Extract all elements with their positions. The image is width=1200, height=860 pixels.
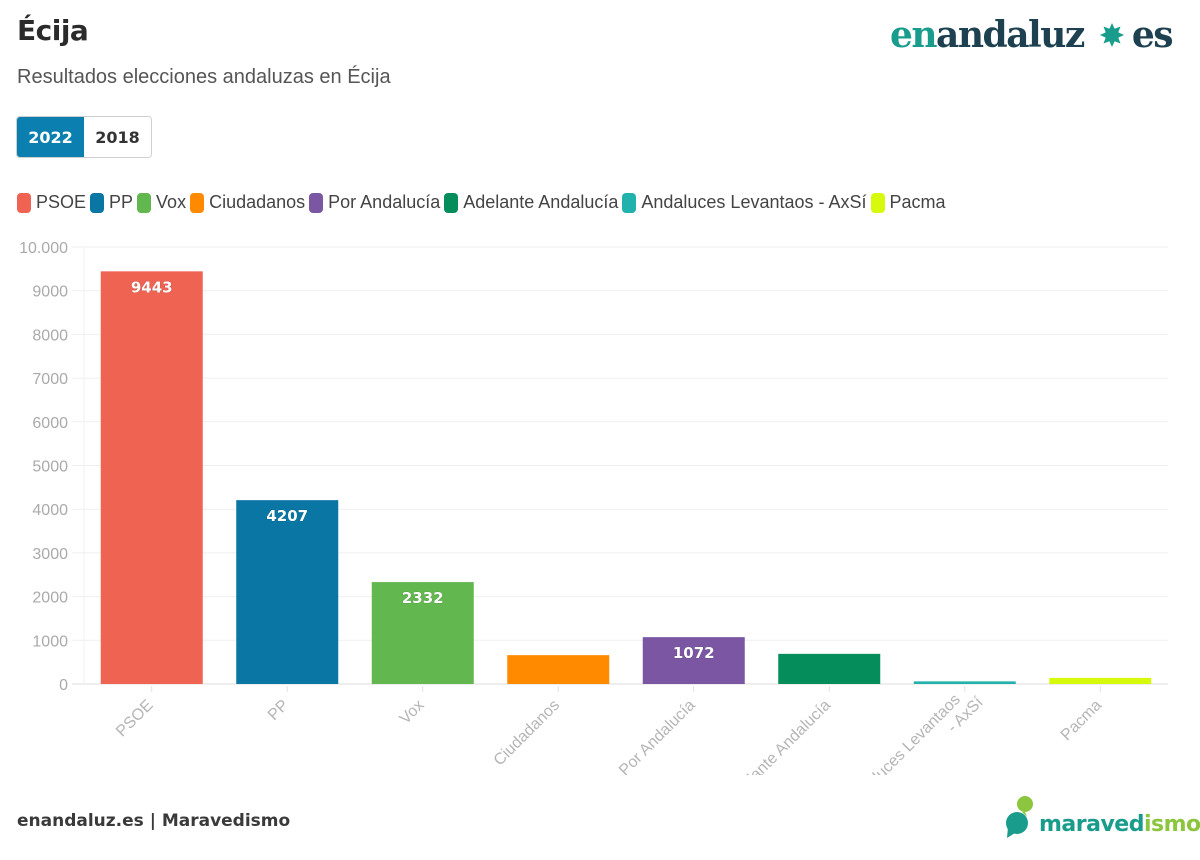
year-tabs: 2022 2018 [16, 116, 152, 158]
bar-psoe [100, 271, 203, 684]
legend-label: PP [109, 192, 134, 212]
x-tick-label: PP [265, 697, 292, 724]
legend-swatch [622, 192, 637, 213]
legend-swatch [90, 192, 105, 213]
legend-item[interactable]: Ciudadanos [190, 192, 305, 213]
y-tick-label: 1000 [32, 633, 68, 650]
speech-bubble-icon [1006, 796, 1033, 838]
y-tick-label: 0 [59, 677, 68, 694]
tab-2018[interactable]: 2018 [84, 117, 151, 157]
bar-adelante-andaluc-a [778, 653, 881, 684]
legend-item[interactable]: Vox [137, 192, 186, 213]
data-label: 1072 [673, 644, 715, 662]
y-tick-label: 5000 [32, 459, 68, 476]
x-tick-label-line: Andaluces Levantaos [844, 691, 964, 775]
x-tick-label: Ciudadanos [491, 697, 563, 769]
bar-ciudadanos [507, 655, 610, 684]
bar-andaluces-levantaos-axs- [913, 681, 1016, 684]
chart-legend: PSOE PP Vox Ciudadanos Por Andalucía Adelante… [17, 192, 950, 213]
x-tick-label: Vox [397, 697, 428, 728]
legend-item[interactable]: Andaluces Levantaos - AxSí [622, 192, 867, 213]
legend-item[interactable]: PSOE [17, 192, 86, 213]
legend-swatch [190, 192, 205, 213]
legend-label: Por Andalucía [328, 192, 441, 212]
legend-label: Ciudadanos [209, 192, 306, 212]
legend-label: Vox [156, 192, 187, 212]
y-tick-label: 9000 [32, 284, 68, 301]
legend-swatch [309, 192, 324, 213]
brand-part-andaluz: andaluz [936, 14, 1085, 56]
x-tick-label: Pacma [1058, 697, 1105, 744]
y-tick-label: 4000 [32, 502, 68, 519]
y-tick-label: 8000 [32, 327, 68, 344]
legend-item[interactable]: Pacma [870, 192, 946, 213]
x-tick-label: Por Andalucía [616, 697, 699, 775]
legend-swatch [444, 192, 459, 213]
legend-swatch [870, 192, 885, 213]
star-badge-icon [1099, 23, 1124, 47]
legend-label: Pacma [889, 192, 946, 212]
x-tick-label: PSOE [113, 697, 156, 740]
page-title: Écija [17, 14, 89, 47]
x-tick-label: Adelante Andalucía [725, 697, 835, 775]
wordmark-part2: ismo [1143, 812, 1200, 837]
data-label: 9443 [131, 278, 173, 296]
x-tick-label: Andaluces Levantaos- AxSí [844, 681, 987, 775]
legend-label: Adelante Andalucía [463, 192, 619, 212]
wordmark-part1: maraved [1039, 812, 1144, 837]
y-tick-label: 7000 [32, 371, 68, 388]
footer-credit: enandaluz.es | Maravedismo [17, 811, 291, 831]
maravedismo-logo[interactable]: maravedismo [1005, 793, 1200, 839]
data-label: 4207 [266, 507, 308, 525]
legend-label: Andaluces Levantaos - AxSí [641, 192, 867, 212]
y-tick-label: 6000 [32, 415, 68, 432]
bar-pp [236, 500, 339, 684]
enandaluz-logo[interactable]: en andaluz es [889, 14, 1174, 56]
bar-por-andaluc-a [642, 637, 745, 684]
y-tick-label: 2000 [32, 590, 68, 607]
brand-part-es: es [1131, 14, 1174, 56]
brand-part-en: en [889, 14, 938, 56]
bar-vox [371, 582, 474, 684]
bar-pacma [1049, 677, 1152, 684]
bar-chart: 0 1000 2000 3000 4000 5000 6000 7000 8000 9000 10.… [19, 240, 1168, 775]
tab-2022[interactable]: 2022 [17, 117, 84, 157]
maravedismo-wordmark: maravedismo [1039, 812, 1200, 837]
legend-item[interactable]: Adelante Andalucía [444, 192, 618, 213]
legend-item[interactable]: Por Andalucía [309, 192, 440, 213]
y-tick-label: 10.000 [19, 240, 68, 257]
data-label: 2332 [402, 589, 444, 607]
legend-swatch [17, 192, 31, 213]
legend-item[interactable]: PP [90, 192, 133, 213]
y-tick-label: 3000 [32, 546, 68, 563]
page-subtitle: Resultados elecciones andaluzas en Écija [17, 66, 391, 88]
legend-label: PSOE [36, 192, 87, 212]
legend-swatch [137, 192, 152, 213]
